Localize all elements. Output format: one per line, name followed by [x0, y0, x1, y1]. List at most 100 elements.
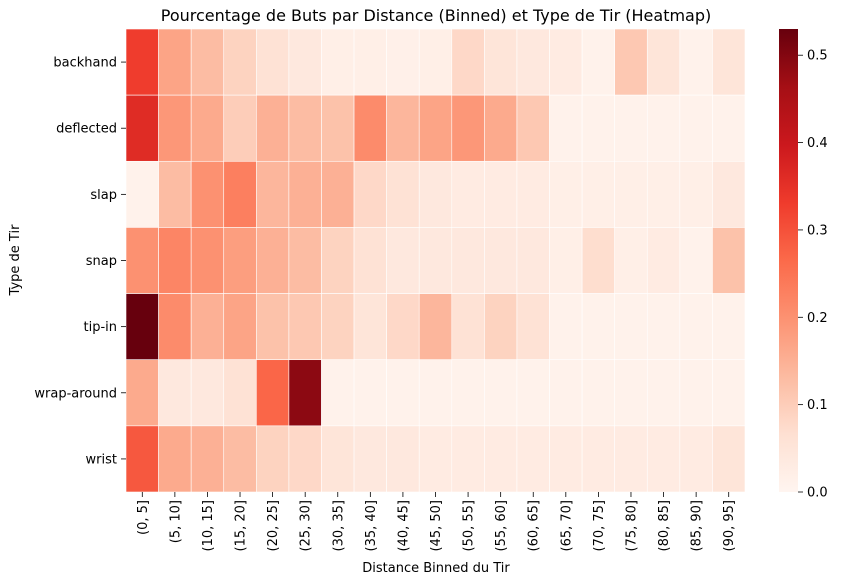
heatmap-cell [190, 28, 225, 96]
heatmap-cell [549, 293, 583, 361]
chart-title: Pourcentage de Buts par Distance (Binned… [161, 6, 712, 25]
heatmap-cell [386, 293, 420, 361]
x-tick-label: (55, 60] [494, 500, 509, 552]
heatmap-cell [386, 425, 420, 493]
heatmap-cell [223, 28, 257, 96]
heatmap-cell [190, 227, 225, 294]
heatmap-cell [549, 28, 583, 96]
heatmap-cell [516, 227, 550, 294]
heatmap-cell [288, 160, 322, 228]
heatmap-cell [256, 425, 290, 493]
heatmap-cell [484, 359, 518, 427]
x-tick-label: (30, 35] [331, 500, 346, 552]
heatmap-cell [353, 160, 387, 228]
heatmap-cell [516, 160, 550, 228]
x-tick-label: (90, 95] [722, 500, 737, 552]
x-tick-label: (40, 45] [396, 500, 411, 552]
x-tick-label: (20, 25] [266, 500, 281, 552]
heatmap-cell [158, 293, 192, 361]
heatmap-cell [418, 425, 453, 493]
heatmap-cell [288, 28, 322, 96]
heatmap-cell [190, 425, 225, 493]
y-tick-labels: backhand deflected slap snap tip-in wrap-arou… [34, 56, 126, 467]
colorbar-tick-label: 0.5 [807, 49, 828, 64]
x-tick-label: (75, 80] [624, 500, 639, 552]
heatmap-cell [256, 160, 290, 228]
heatmap-cell [353, 28, 387, 96]
heatmap-cell [321, 359, 355, 427]
heatmap-cell [484, 28, 518, 96]
heatmap-cell [386, 227, 420, 294]
x-tick-label: (70, 75] [592, 500, 607, 552]
heatmap-cell [614, 160, 648, 228]
heatmap-cell [223, 293, 257, 361]
y-tick-label: wrist [86, 452, 117, 467]
x-tick-label: (80, 85] [657, 500, 672, 552]
heatmap-cell [516, 28, 550, 96]
y-tick-label: wrap-around [34, 386, 117, 401]
heatmap-cell [712, 160, 746, 228]
heatmap-cell [125, 160, 159, 228]
heatmap-cell [158, 227, 192, 294]
heatmap-cell [679, 425, 713, 493]
heatmap-cell [223, 359, 257, 427]
heatmap-cell [418, 94, 453, 162]
heatmap-cell [581, 94, 615, 162]
heatmap-cell [646, 160, 681, 228]
heatmap-cell [288, 94, 322, 162]
x-tick-label: (65, 70] [559, 500, 574, 552]
heatmap-cell [679, 359, 713, 427]
heatmap-cell [353, 293, 387, 361]
heatmap-cell [451, 28, 485, 96]
heatmap-cell [353, 227, 387, 294]
heatmap-cell [451, 160, 485, 228]
heatmap-cell [190, 94, 225, 162]
heatmap-cell [549, 94, 583, 162]
heatmap-cell [516, 94, 550, 162]
heatmap-cell [321, 293, 355, 361]
x-tick-label: (50, 55] [462, 500, 477, 552]
heatmap-cell [712, 94, 746, 162]
heatmap-cell [125, 227, 159, 294]
heatmap-cell [679, 160, 713, 228]
heatmap-cell [549, 227, 583, 294]
heatmap-cell [353, 359, 387, 427]
heatmap-cell [712, 359, 746, 427]
heatmap-cell [158, 94, 192, 162]
heatmap-cell [712, 227, 746, 294]
heatmap-cell [418, 28, 453, 96]
heatmap-cell [484, 425, 518, 493]
x-tick-label: (5, 10] [168, 500, 183, 543]
y-tick-label: snap [86, 254, 117, 269]
y-tick-label: deflected [56, 122, 117, 137]
heatmap-cell [614, 28, 648, 96]
heatmap-cell [516, 425, 550, 493]
heatmap-cell [451, 293, 485, 361]
y-axis-label: Type de Tir [8, 224, 23, 297]
heatmap-cell [158, 359, 192, 427]
heatmap-cell [158, 160, 192, 228]
heatmap-cells [125, 28, 746, 493]
heatmap-cell [516, 293, 550, 361]
heatmap-cell [549, 425, 583, 493]
heatmap-cell [125, 28, 159, 96]
heatmap-cell [712, 293, 746, 361]
heatmap-cell [418, 227, 453, 294]
heatmap-cell [549, 160, 583, 228]
heatmap-cell [451, 94, 485, 162]
heatmap-cell [418, 293, 453, 361]
heatmap-cell [223, 227, 257, 294]
heatmap-cell [581, 359, 615, 427]
heatmap-cell [125, 293, 159, 361]
x-tick-label: (0, 5] [136, 500, 151, 535]
heatmap-cell [321, 160, 355, 228]
heatmap-cell [190, 359, 225, 427]
heatmap-cell [223, 425, 257, 493]
heatmap-cell [646, 359, 681, 427]
x-tick-label: (35, 40] [364, 500, 379, 552]
x-tick-label: (15, 20] [234, 500, 249, 552]
heatmap-cell [321, 227, 355, 294]
heatmap-cell [418, 359, 453, 427]
heatmap-cell [158, 425, 192, 493]
